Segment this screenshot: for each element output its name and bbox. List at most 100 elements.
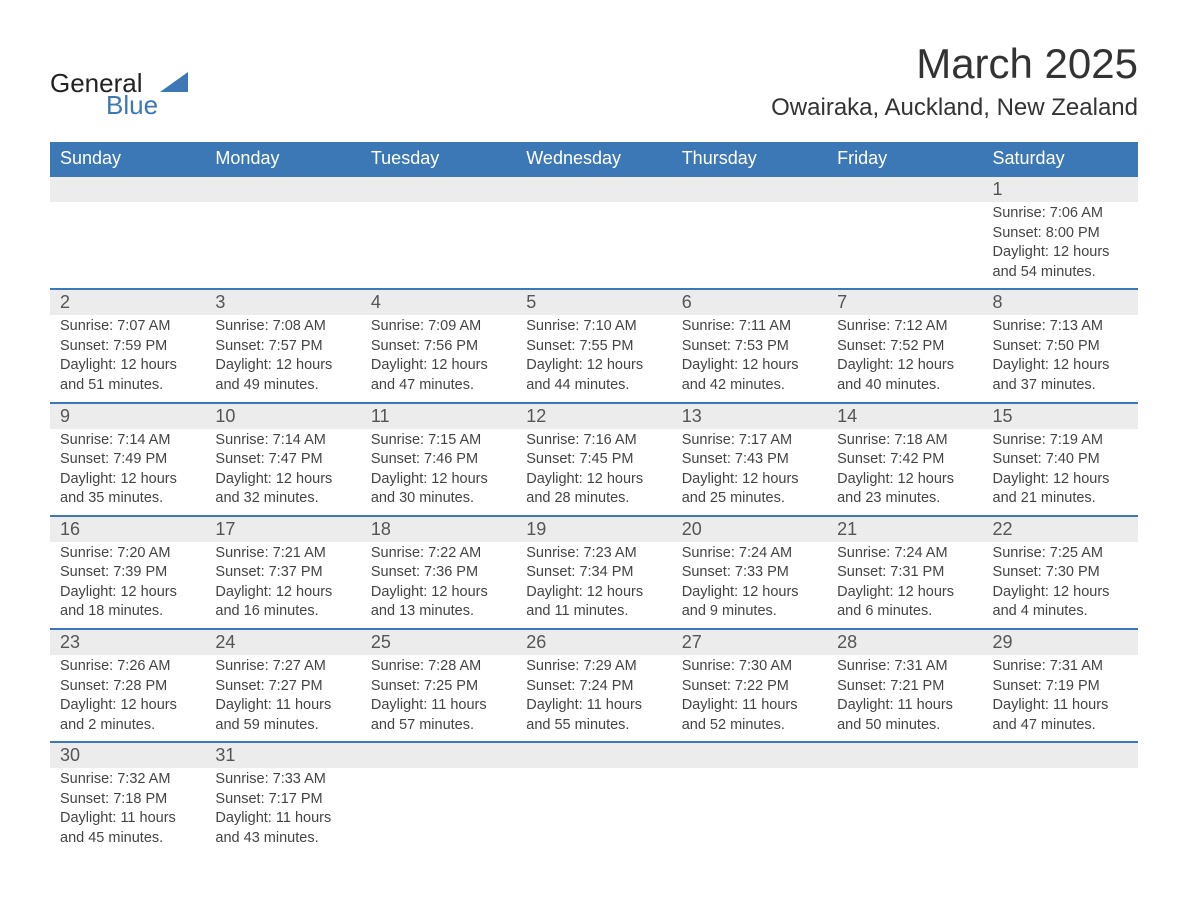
daylight-line: Daylight: 12 hours and 35 minutes. [60,470,195,509]
sunset-line: Sunset: 7:40 PM [993,450,1128,470]
day-number: 26 [516,630,671,655]
sunset-line: Sunset: 7:43 PM [682,450,817,470]
sunrise-line: Sunrise: 7:12 AM [837,317,972,337]
calendar-cell [672,742,827,854]
daylight-line: Daylight: 12 hours and 2 minutes. [60,696,195,735]
day-number: 3 [205,290,360,315]
day-body: Sunrise: 7:14 AMSunset: 7:49 PMDaylight:… [50,429,205,515]
day-number: 4 [361,290,516,315]
day-body: Sunrise: 7:13 AMSunset: 7:50 PMDaylight:… [983,315,1138,401]
logo: General Blue [50,40,188,121]
calendar-cell: 7Sunrise: 7:12 AMSunset: 7:52 PMDaylight… [827,289,982,402]
sunrise-line: Sunrise: 7:15 AM [371,431,506,451]
day-body: Sunrise: 7:21 AMSunset: 7:37 PMDaylight:… [205,542,360,628]
title-block: March 2025 Owairaka, Auckland, New Zeala… [771,40,1138,122]
sunset-line: Sunset: 7:56 PM [371,337,506,357]
day-body: Sunrise: 7:08 AMSunset: 7:57 PMDaylight:… [205,315,360,401]
calendar-cell: 16Sunrise: 7:20 AMSunset: 7:39 PMDayligh… [50,516,205,629]
day-body: Sunrise: 7:16 AMSunset: 7:45 PMDaylight:… [516,429,671,515]
sunrise-line: Sunrise: 7:07 AM [60,317,195,337]
calendar-cell: 25Sunrise: 7:28 AMSunset: 7:25 PMDayligh… [361,629,516,742]
sunset-line: Sunset: 7:53 PM [682,337,817,357]
day-number: 16 [50,517,205,542]
day-number: 24 [205,630,360,655]
daylight-line: Daylight: 11 hours and 47 minutes. [993,696,1128,735]
daylight-line: Daylight: 11 hours and 50 minutes. [837,696,972,735]
day-body [516,202,671,280]
calendar-cell [516,742,671,854]
day-body: Sunrise: 7:19 AMSunset: 7:40 PMDaylight:… [983,429,1138,515]
day-body: Sunrise: 7:27 AMSunset: 7:27 PMDaylight:… [205,655,360,741]
day-number: 1 [983,177,1138,202]
day-number [361,177,516,202]
daylight-line: Daylight: 12 hours and 23 minutes. [837,470,972,509]
day-number: 18 [361,517,516,542]
day-body [827,202,982,280]
day-number: 5 [516,290,671,315]
day-body: Sunrise: 7:14 AMSunset: 7:47 PMDaylight:… [205,429,360,515]
day-number: 21 [827,517,982,542]
calendar-cell: 14Sunrise: 7:18 AMSunset: 7:42 PMDayligh… [827,403,982,516]
sunrise-line: Sunrise: 7:22 AM [371,544,506,564]
sunset-line: Sunset: 7:55 PM [526,337,661,357]
calendar-cell: 12Sunrise: 7:16 AMSunset: 7:45 PMDayligh… [516,403,671,516]
daylight-line: Daylight: 11 hours and 59 minutes. [215,696,350,735]
daylight-line: Daylight: 11 hours and 52 minutes. [682,696,817,735]
sunset-line: Sunset: 7:39 PM [60,563,195,583]
sunrise-line: Sunrise: 7:09 AM [371,317,506,337]
sunrise-line: Sunrise: 7:06 AM [993,204,1128,224]
day-body: Sunrise: 7:33 AMSunset: 7:17 PMDaylight:… [205,768,360,854]
sunrise-line: Sunrise: 7:21 AM [215,544,350,564]
calendar-row: 23Sunrise: 7:26 AMSunset: 7:28 PMDayligh… [50,629,1138,742]
calendar-cell: 11Sunrise: 7:15 AMSunset: 7:46 PMDayligh… [361,403,516,516]
daylight-line: Daylight: 12 hours and 42 minutes. [682,356,817,395]
sunrise-line: Sunrise: 7:27 AM [215,657,350,677]
daylight-line: Daylight: 12 hours and 40 minutes. [837,356,972,395]
sunset-line: Sunset: 7:59 PM [60,337,195,357]
calendar-cell: 24Sunrise: 7:27 AMSunset: 7:27 PMDayligh… [205,629,360,742]
weekday-thursday: Thursday [672,142,827,176]
daylight-line: Daylight: 12 hours and 51 minutes. [60,356,195,395]
calendar-cell: 26Sunrise: 7:29 AMSunset: 7:24 PMDayligh… [516,629,671,742]
calendar-cell: 8Sunrise: 7:13 AMSunset: 7:50 PMDaylight… [983,289,1138,402]
sunset-line: Sunset: 7:19 PM [993,677,1128,697]
day-body: Sunrise: 7:15 AMSunset: 7:46 PMDaylight:… [361,429,516,515]
sunset-line: Sunset: 7:57 PM [215,337,350,357]
calendar-cell [50,176,205,289]
sunset-line: Sunset: 7:31 PM [837,563,972,583]
sunset-line: Sunset: 7:22 PM [682,677,817,697]
sunset-line: Sunset: 7:42 PM [837,450,972,470]
day-number [50,177,205,202]
day-body [672,768,827,846]
sunrise-line: Sunrise: 7:28 AM [371,657,506,677]
calendar-cell: 20Sunrise: 7:24 AMSunset: 7:33 PMDayligh… [672,516,827,629]
day-body: Sunrise: 7:09 AMSunset: 7:56 PMDaylight:… [361,315,516,401]
calendar-cell: 5Sunrise: 7:10 AMSunset: 7:55 PMDaylight… [516,289,671,402]
day-number: 9 [50,404,205,429]
sunrise-line: Sunrise: 7:33 AM [215,770,350,790]
sunset-line: Sunset: 7:17 PM [215,790,350,810]
daylight-line: Daylight: 12 hours and 18 minutes. [60,583,195,622]
calendar-cell: 15Sunrise: 7:19 AMSunset: 7:40 PMDayligh… [983,403,1138,516]
sunrise-line: Sunrise: 7:18 AM [837,431,972,451]
calendar-cell [827,176,982,289]
day-number: 25 [361,630,516,655]
day-body: Sunrise: 7:07 AMSunset: 7:59 PMDaylight:… [50,315,205,401]
daylight-line: Daylight: 11 hours and 43 minutes. [215,809,350,848]
weekday-sunday: Sunday [50,142,205,176]
sunrise-line: Sunrise: 7:13 AM [993,317,1128,337]
sunrise-line: Sunrise: 7:10 AM [526,317,661,337]
calendar-cell: 30Sunrise: 7:32 AMSunset: 7:18 PMDayligh… [50,742,205,854]
header: General Blue March 2025 Owairaka, Auckla… [50,40,1138,122]
sunset-line: Sunset: 7:21 PM [837,677,972,697]
calendar-cell: 2Sunrise: 7:07 AMSunset: 7:59 PMDaylight… [50,289,205,402]
weekday-monday: Monday [205,142,360,176]
day-number [516,177,671,202]
weekday-friday: Friday [827,142,982,176]
sunset-line: Sunset: 7:47 PM [215,450,350,470]
day-body: Sunrise: 7:31 AMSunset: 7:19 PMDaylight:… [983,655,1138,741]
sunset-line: Sunset: 7:27 PM [215,677,350,697]
day-body [50,202,205,280]
sunset-line: Sunset: 7:18 PM [60,790,195,810]
day-number [205,177,360,202]
